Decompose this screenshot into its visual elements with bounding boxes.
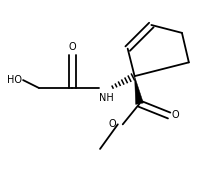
Polygon shape — [135, 76, 143, 104]
Text: O: O — [108, 119, 116, 129]
Text: HO: HO — [7, 75, 22, 85]
Text: O: O — [171, 110, 179, 121]
Text: O: O — [69, 41, 76, 52]
Text: NH: NH — [99, 93, 113, 103]
